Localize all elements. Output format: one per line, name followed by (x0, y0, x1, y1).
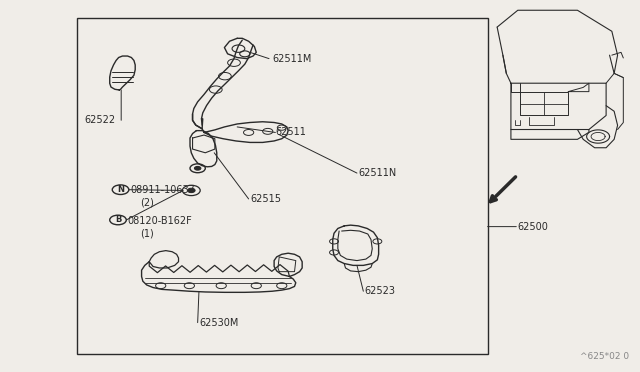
Text: B: B (115, 215, 121, 224)
Text: 08120-B162F: 08120-B162F (127, 216, 192, 226)
Text: 62515: 62515 (250, 194, 281, 204)
Text: (2): (2) (140, 198, 154, 208)
Text: 62523: 62523 (365, 286, 396, 296)
Text: 62511M: 62511M (272, 54, 312, 64)
Text: 62522: 62522 (84, 115, 115, 125)
Bar (77, 18, 488, 354)
Text: 62511N: 62511N (358, 168, 397, 178)
Text: (1): (1) (140, 228, 154, 238)
Text: 08911-10637: 08911-10637 (131, 185, 196, 195)
Circle shape (188, 188, 195, 193)
Text: 62511: 62511 (275, 128, 307, 138)
Text: 62530M: 62530M (199, 318, 238, 328)
Text: 62500: 62500 (518, 222, 548, 232)
Circle shape (195, 166, 201, 170)
Text: ^625*02 0: ^625*02 0 (580, 352, 629, 361)
Text: N: N (117, 185, 124, 194)
